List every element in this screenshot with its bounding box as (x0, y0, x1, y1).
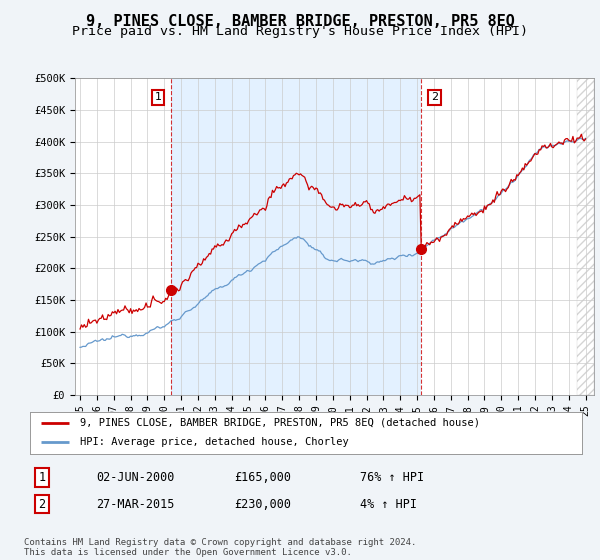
Bar (577, 78, 594, 395)
Text: 76% ↑ HPI: 76% ↑ HPI (360, 470, 424, 484)
Text: £165,000: £165,000 (234, 470, 291, 484)
Text: 1: 1 (154, 92, 161, 102)
Text: Contains HM Land Registry data © Crown copyright and database right 2024.
This d: Contains HM Land Registry data © Crown c… (24, 538, 416, 557)
Text: 02-JUN-2000: 02-JUN-2000 (96, 470, 175, 484)
Text: £230,000: £230,000 (234, 497, 291, 511)
Bar (172, 78, 421, 395)
Text: 9, PINES CLOSE, BAMBER BRIDGE, PRESTON, PR5 8EQ (detached house): 9, PINES CLOSE, BAMBER BRIDGE, PRESTON, … (80, 418, 479, 428)
Text: 27-MAR-2015: 27-MAR-2015 (96, 497, 175, 511)
Text: 9, PINES CLOSE, BAMBER BRIDGE, PRESTON, PR5 8EQ: 9, PINES CLOSE, BAMBER BRIDGE, PRESTON, … (86, 14, 514, 29)
Text: 2: 2 (38, 497, 46, 511)
Text: 2: 2 (431, 92, 438, 102)
Text: Price paid vs. HM Land Registry's House Price Index (HPI): Price paid vs. HM Land Registry's House … (72, 25, 528, 38)
Text: HPI: Average price, detached house, Chorley: HPI: Average price, detached house, Chor… (80, 437, 349, 447)
Text: 1: 1 (38, 470, 46, 484)
Text: 4% ↑ HPI: 4% ↑ HPI (360, 497, 417, 511)
